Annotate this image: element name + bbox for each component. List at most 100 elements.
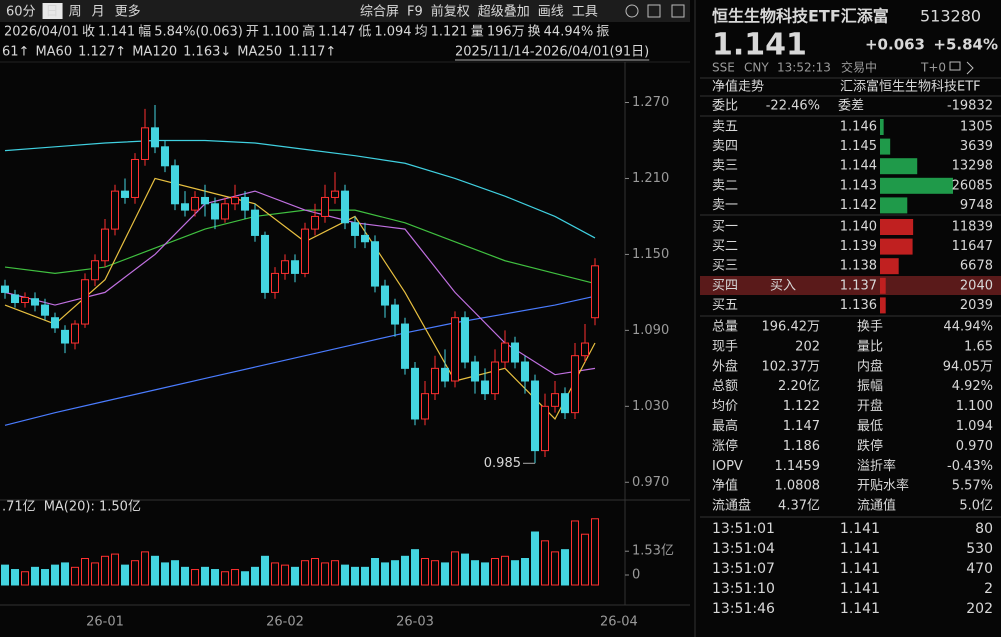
info-text: 44.94% bbox=[544, 25, 594, 40]
indicator-text: MA120 bbox=[132, 45, 177, 60]
volume-bar bbox=[531, 531, 539, 586]
volume-bar bbox=[51, 564, 59, 586]
period-tab[interactable]: 日 bbox=[46, 5, 59, 20]
volume-bar bbox=[381, 562, 389, 586]
order-bar bbox=[880, 258, 899, 275]
candle-body bbox=[1, 285, 9, 293]
trade-price: 1.141 bbox=[840, 581, 880, 597]
ratio-label: 委比 bbox=[712, 99, 738, 114]
candle-body bbox=[41, 304, 49, 316]
order-bar bbox=[880, 197, 908, 214]
trade-time: 13:51:04 bbox=[712, 541, 775, 557]
ratio-value: -22.46% bbox=[766, 99, 820, 114]
order-bar bbox=[880, 219, 914, 235]
candle-body bbox=[461, 317, 469, 363]
order-volume: 2040 bbox=[960, 278, 993, 293]
stat-label: 振幅 bbox=[857, 379, 883, 394]
stat-label: 总额 bbox=[712, 379, 738, 394]
order-price: 1.136 bbox=[840, 298, 877, 313]
volume-bar bbox=[201, 566, 209, 586]
info-text: 高 bbox=[302, 24, 315, 40]
ratio-label: 委差 bbox=[838, 99, 864, 114]
order-bar bbox=[880, 238, 913, 255]
tool-button[interactable]: 前复权 bbox=[431, 4, 470, 20]
candle-body bbox=[291, 260, 299, 274]
tab-selected bbox=[42, 3, 63, 19]
tool-button[interactable]: 综合屏 bbox=[360, 5, 399, 20]
info-text: 幅 bbox=[138, 25, 151, 40]
stat-label: 开盘 bbox=[857, 398, 883, 414]
volume-header: .71亿 bbox=[2, 500, 36, 515]
volume-bar bbox=[191, 569, 199, 586]
volume-bar bbox=[61, 562, 69, 586]
trade-volume: 530 bbox=[966, 541, 993, 557]
candle-body bbox=[561, 393, 569, 414]
volume-header: MA(20): 1.50亿 bbox=[44, 500, 141, 515]
order-price: 1.145 bbox=[840, 139, 877, 154]
volume-bar bbox=[81, 558, 89, 586]
candle-body bbox=[351, 222, 359, 236]
date-range[interactable]: 2025/11/14-2026/04/01(91日) bbox=[455, 45, 649, 60]
candle-body bbox=[181, 203, 189, 211]
order-bar bbox=[880, 158, 918, 175]
candle-body bbox=[31, 298, 39, 306]
candle-body bbox=[591, 265, 599, 319]
y-tick-label: 0.970 bbox=[632, 475, 669, 490]
info-text: 1.100 bbox=[262, 25, 299, 40]
order-volume: 26085 bbox=[952, 178, 993, 193]
y-tick-label: 1.210 bbox=[632, 171, 669, 186]
candle-body bbox=[421, 393, 429, 420]
volume-bar bbox=[171, 560, 179, 586]
order-label: 买一 bbox=[712, 220, 738, 235]
stat-value: 5.0亿 bbox=[959, 499, 993, 514]
candle-body bbox=[61, 329, 69, 344]
order-volume: 13298 bbox=[952, 159, 993, 174]
candle-body bbox=[361, 234, 369, 243]
tool-button[interactable]: 画线 bbox=[538, 5, 564, 20]
tool-button[interactable]: 工具 bbox=[572, 5, 598, 20]
info-text: 换 bbox=[528, 25, 541, 40]
volume-bar bbox=[181, 566, 189, 586]
stat-value: 94.05万 bbox=[943, 359, 993, 374]
tool-button[interactable]: F9 bbox=[407, 5, 423, 20]
candle-body bbox=[471, 361, 479, 382]
nav-tab[interactable]: 净值走势 bbox=[712, 79, 764, 95]
candle-body bbox=[391, 304, 399, 325]
stat-value: 0.970 bbox=[956, 439, 993, 454]
info-text: 1.147 bbox=[318, 25, 355, 40]
volume-bar bbox=[1, 564, 9, 586]
tool-button[interactable]: 超级叠加 bbox=[478, 5, 530, 20]
order-label: 卖四 bbox=[712, 139, 738, 154]
volume-bar bbox=[371, 558, 379, 586]
indicator-text: 61↑ bbox=[2, 45, 29, 60]
candle-body bbox=[371, 241, 379, 287]
period-tab[interactable]: 60分 bbox=[6, 5, 36, 20]
indicator-text: MA60 bbox=[35, 45, 72, 60]
candle-body bbox=[331, 190, 339, 198]
y-tick-label: 1.090 bbox=[632, 323, 669, 338]
order-label: 卖二 bbox=[712, 178, 738, 193]
period-tab[interactable]: 月 bbox=[92, 5, 105, 20]
stat-label: 量比 bbox=[857, 339, 883, 354]
trade-price: 1.141 bbox=[840, 561, 880, 577]
info-text: 196万 bbox=[487, 25, 525, 40]
order-bar bbox=[880, 138, 891, 155]
volume-bar bbox=[211, 569, 219, 586]
candle-body bbox=[191, 196, 199, 211]
volume-bar bbox=[41, 569, 49, 586]
candle-body bbox=[171, 165, 179, 205]
candle-body bbox=[121, 190, 129, 198]
volume-bar bbox=[91, 562, 99, 586]
stat-label: 最低 bbox=[857, 419, 883, 434]
period-tab[interactable]: 更多 bbox=[115, 4, 141, 20]
info-text: 开 bbox=[246, 25, 259, 40]
indicator-text: 1.163↓ bbox=[183, 45, 231, 60]
stat-label: 跌停 bbox=[857, 438, 883, 454]
period-tab[interactable]: 周 bbox=[69, 5, 82, 20]
quote-meta: CNY bbox=[744, 61, 769, 75]
candle-body bbox=[141, 127, 149, 160]
stat-label: 现手 bbox=[712, 339, 738, 354]
volume-bar bbox=[401, 555, 409, 586]
stat-label: 外盘 bbox=[712, 358, 738, 374]
